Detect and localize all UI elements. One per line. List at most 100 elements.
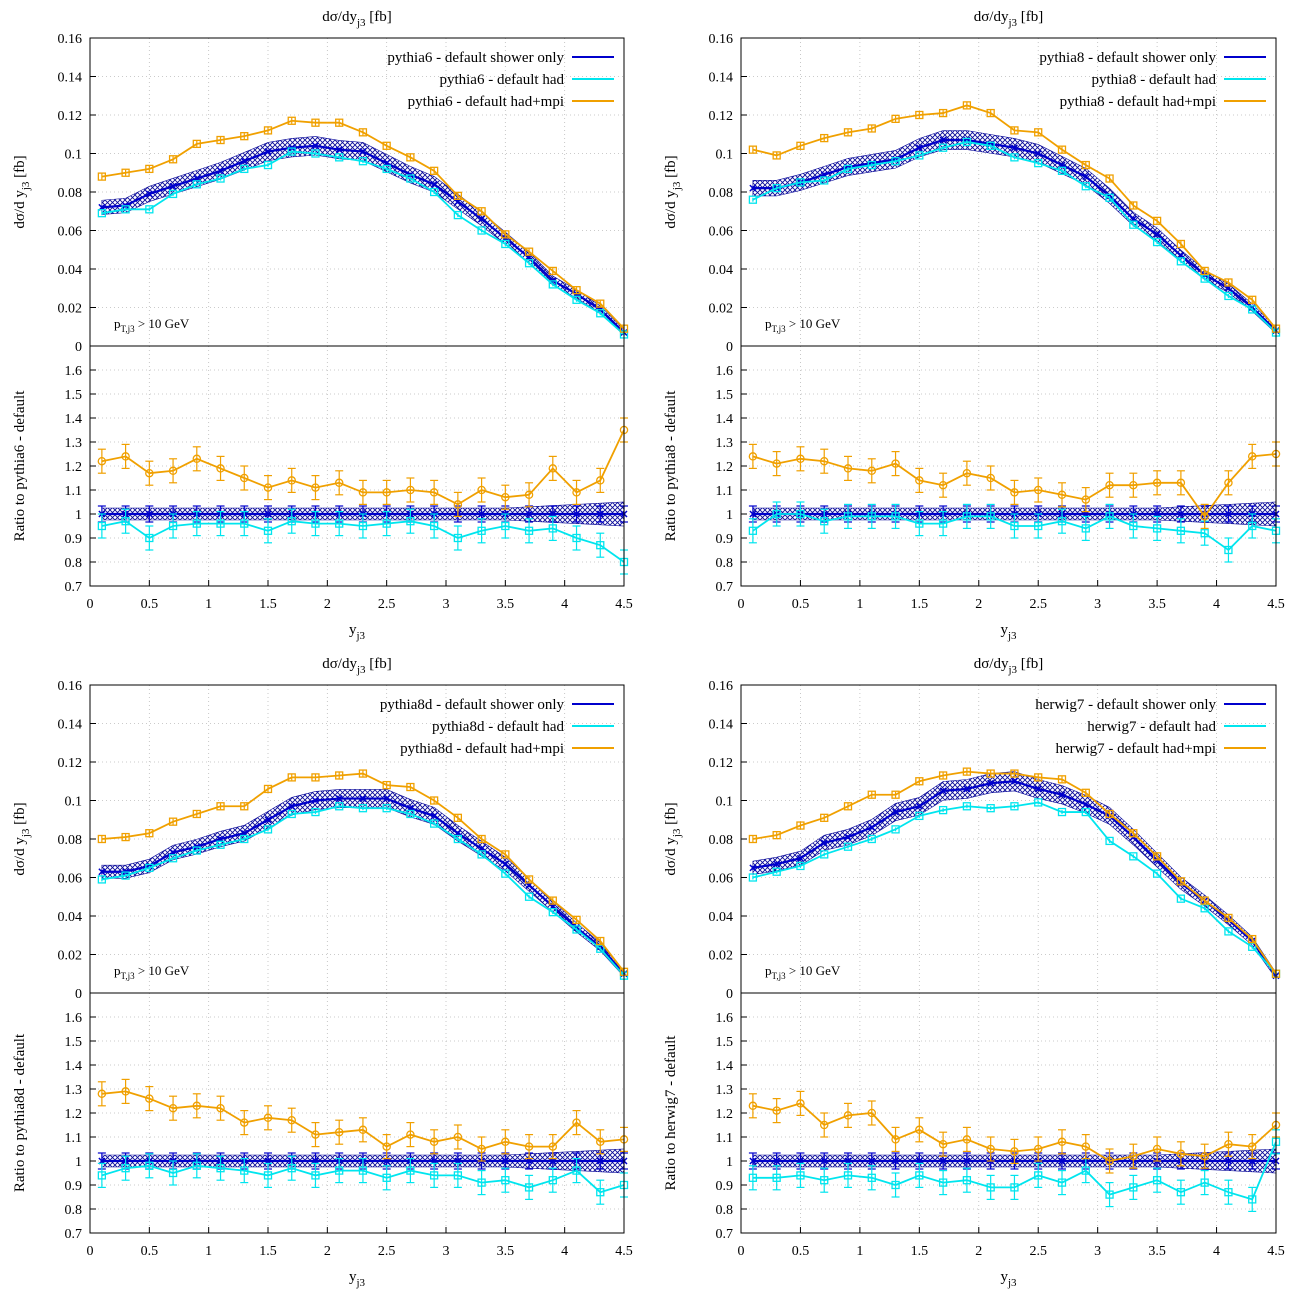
ratio-point [168, 1103, 178, 1113]
data-point [217, 167, 225, 175]
ratio-point [263, 1113, 273, 1123]
ratio-point [453, 533, 463, 543]
x-tick-label: 3 [443, 597, 450, 612]
ratio-y-tick-label: 1.2 [716, 460, 734, 475]
ratio-point [772, 459, 781, 468]
ratio-y-tick-label: 1 [726, 508, 733, 523]
ratio-point [97, 1089, 107, 1099]
ratio-point [1010, 488, 1019, 497]
x-tick-label: 4 [1213, 597, 1220, 612]
data-point [1129, 220, 1138, 229]
legend: pythia8 - default shower only pythia8 - d… [1039, 50, 1266, 110]
data-point [596, 936, 605, 946]
data-point [264, 816, 272, 824]
data-point [1081, 182, 1090, 191]
data-point [1200, 274, 1209, 283]
data-point [1248, 305, 1257, 314]
x-tick-label: 4.5 [1267, 597, 1285, 612]
data-point [843, 164, 853, 174]
legend-label: pythia8d - default had+mpi [400, 741, 564, 757]
ratio-y-tick-label: 1.6 [716, 1011, 734, 1026]
data-point [749, 864, 757, 872]
ratio-y-tick-label: 0.8 [716, 556, 734, 571]
ratio-point [311, 519, 320, 528]
ratio-point [311, 1171, 320, 1180]
data-point [524, 875, 534, 884]
ratio-y-tick-label: 1.6 [65, 1011, 83, 1026]
data-point [796, 178, 805, 187]
ratio-point [892, 1157, 900, 1165]
data-point [477, 207, 486, 216]
y-tick-label: 0.04 [58, 263, 83, 278]
ratio-point [938, 1178, 948, 1187]
ratio-point [240, 519, 249, 528]
ratio-point [1105, 1156, 1114, 1166]
data-point [963, 785, 971, 793]
ratio-point [1152, 524, 1162, 533]
data-point [1081, 160, 1090, 170]
ratio-y-tick-label: 0.7 [716, 1227, 734, 1242]
data-point [429, 187, 439, 197]
data-point [1034, 798, 1043, 807]
data-point [263, 126, 273, 135]
ratio-point [867, 1108, 877, 1118]
ratio-y-tick-label: 1.6 [65, 364, 83, 379]
data-point [169, 182, 177, 190]
data-point [938, 771, 948, 780]
data-point [501, 869, 510, 878]
data-point [145, 164, 154, 174]
data-point [335, 153, 344, 162]
chart-title: dσ/dyj3 [fb] [322, 9, 392, 29]
ratio-point [311, 483, 320, 492]
ratio-point [596, 541, 605, 550]
data-point [383, 795, 391, 803]
ratio-axis-label: Ratio to pythia8 - default [663, 390, 679, 542]
ratio-point [938, 519, 948, 528]
data-point [358, 804, 368, 813]
data-point [287, 116, 296, 125]
ratio-point [772, 1173, 781, 1182]
data-point [1105, 809, 1114, 819]
y-tick-label: 0.1 [716, 148, 734, 163]
chart-panel-4: 0 0.5 1 1.5 2 2.5 3 3.5 4 4.5 0 0.02 0.04 0.06 0.08 0.1… [663, 656, 1285, 1289]
ratio-point [429, 1137, 439, 1147]
ratio-point [748, 1173, 758, 1182]
data-point [453, 834, 463, 844]
data-point [820, 133, 829, 143]
series-line [101, 144, 625, 334]
data-point [240, 802, 249, 811]
y-tick-label: 0.12 [58, 756, 83, 771]
y-tick-label: 0.14 [709, 71, 734, 86]
data-point [1200, 904, 1209, 913]
legend-label: pythia6 - default had+mpi [408, 94, 564, 110]
ratio-point [406, 485, 415, 495]
ratio-point [1105, 1190, 1114, 1199]
data-point [429, 166, 439, 175]
ratio-point [796, 454, 805, 464]
ratio-point [986, 1144, 995, 1154]
ratio-plot-frame [89, 992, 625, 1234]
ratio-point [986, 512, 995, 521]
y-tick-label: 0.04 [709, 263, 734, 278]
ratio-point [1081, 495, 1091, 504]
data-point [1224, 913, 1233, 923]
data-point [335, 771, 344, 780]
data-point [453, 191, 463, 201]
ratio-point [168, 521, 178, 531]
ratio-point [335, 1166, 344, 1175]
ratio-point [311, 1130, 320, 1139]
data-point [1010, 802, 1019, 811]
ratio-point [843, 512, 853, 521]
data-point [1152, 869, 1162, 878]
uncertainty-band [101, 136, 625, 336]
ratio-point [572, 533, 581, 543]
ratio-point [820, 1176, 829, 1185]
data-point [406, 782, 415, 792]
legend-label: pythia8 - default had+mpi [1060, 94, 1216, 110]
ratio-point [796, 509, 805, 519]
legend: herwig7 - default shower only herwig7 - d… [1035, 697, 1266, 757]
data-point [891, 825, 900, 834]
legend: pythia6 - default shower only pythia6 - d… [387, 50, 614, 110]
ratio-plot-frame [89, 345, 625, 587]
ratio-point [1057, 490, 1067, 500]
